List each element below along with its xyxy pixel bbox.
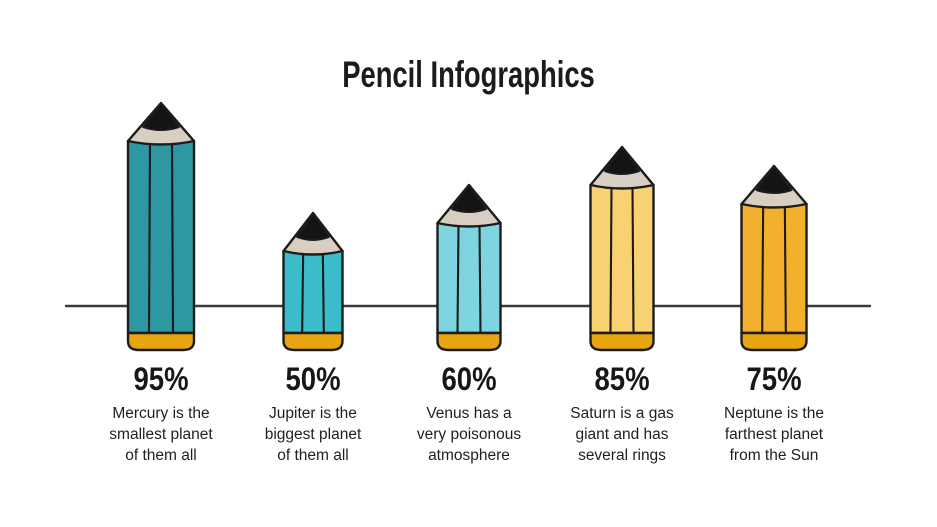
percent-label: 60%: [441, 361, 497, 397]
page-title: Pencil Infographics: [342, 54, 595, 95]
caption-text: Mercury is the smallest planet of them a…: [109, 405, 213, 464]
pencil-facet-line: [761, 204, 765, 335]
caption-text: Venus has a very poisonous atmosphere: [416, 405, 522, 464]
pencil-mercury: [126, 101, 196, 352]
percent-label: 50%: [285, 361, 341, 397]
pencil-body: [740, 202, 808, 335]
pencil-eraser-cap: [436, 331, 502, 352]
pencil-facet-line: [783, 204, 787, 335]
pencil-facet-line: [170, 141, 175, 335]
label-block-venus: 60% Venus has a very poisonous atmosphere: [379, 362, 559, 466]
caption-text: Saturn is a gas giant and has several ri…: [570, 405, 674, 464]
pencil-tip-icon: [296, 212, 330, 241]
pencil-facet-line: [456, 223, 460, 335]
pencil-facet-line: [478, 223, 482, 335]
pencil-facet-line: [609, 185, 613, 335]
percent-label: 95%: [133, 361, 189, 397]
pencil-eraser-cap: [740, 331, 808, 352]
pencil-eraser-cap: [282, 331, 344, 352]
pencil-tip-icon: [450, 184, 488, 213]
pencil-facet-line: [147, 141, 152, 335]
pencil-tip-icon: [142, 102, 180, 131]
pencil-neptune: [740, 164, 808, 352]
pencil-eraser-cap: [589, 331, 655, 352]
pencil-body: [436, 221, 502, 335]
pencil-body: [589, 183, 655, 335]
pencil-body: [282, 249, 344, 335]
label-block-neptune: 75% Neptune is the farthest planet from t…: [684, 362, 864, 466]
pencil-facet-line: [301, 251, 305, 335]
pencil-body: [126, 139, 196, 335]
label-block-jupiter: 50% Jupiter is the biggest planet of them…: [223, 362, 403, 466]
pencil-venus: [436, 183, 502, 352]
percent-label: 75%: [746, 361, 802, 397]
percent-label: 85%: [594, 361, 650, 397]
pencil-jupiter: [282, 211, 344, 352]
pencil-eraser-cap: [126, 331, 196, 352]
pencil-tip-icon: [755, 165, 793, 194]
pencil-facet-line: [631, 185, 635, 335]
pencil-tip-icon: [603, 146, 641, 175]
label-block-mercury: 95% Mercury is the smallest planet of the…: [71, 362, 251, 466]
pencil-saturn: [589, 145, 655, 352]
pencil-facet-line: [321, 251, 325, 335]
caption-text: Jupiter is the biggest planet of them al…: [264, 405, 362, 464]
caption-text: Neptune is the farthest planet from the …: [724, 405, 824, 464]
label-block-saturn: 85% Saturn is a gas giant and has several…: [532, 362, 712, 466]
